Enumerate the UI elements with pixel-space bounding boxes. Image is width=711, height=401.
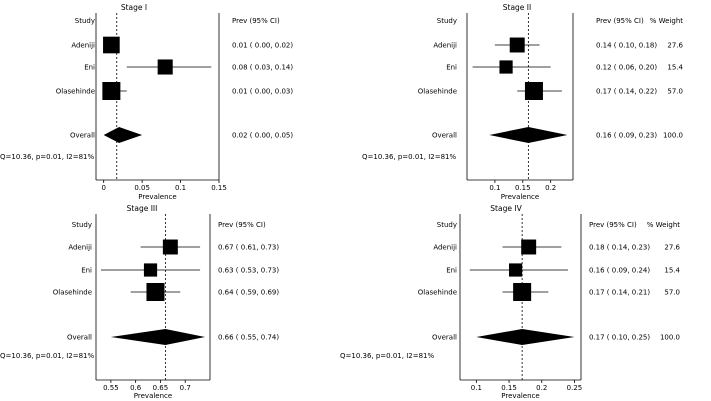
estimate-box	[162, 239, 178, 255]
ci-text: 0.17 ( 0.14, 0.21)	[589, 289, 650, 297]
study-name: Olasehinde	[418, 88, 457, 96]
x-tick-label: 0.15	[501, 384, 517, 392]
overall-ci-text: 0.66 ( 0.55, 0.74)	[218, 334, 279, 342]
weight-text: 15.4	[667, 64, 683, 72]
x-tick-label: 0.2	[545, 184, 556, 192]
study-name: Adeniji	[71, 42, 95, 50]
estimate-box	[146, 283, 165, 301]
weight-column-header: % Weight	[650, 17, 684, 25]
weight-text: 57.0	[667, 88, 683, 96]
weight-text: 57.0	[664, 289, 680, 297]
heterogeneity-stats: Q=10.36, p=0.01, I2=81%	[0, 153, 95, 161]
heterogeneity-stats: Q=10.36, p=0.01, I2=81%	[0, 352, 95, 360]
study-column-header: Study	[437, 221, 457, 229]
weight-text: 15.4	[664, 267, 680, 275]
overall-diamond	[489, 127, 568, 143]
study-name: Eni	[446, 64, 457, 72]
estimate-box	[499, 60, 513, 74]
study-name: Adeniji	[68, 244, 92, 252]
weight-text: 27.6	[667, 42, 683, 50]
x-tick-label: 0.1	[471, 384, 482, 392]
overall-ci-text: 0.02 ( 0.00, 0.05)	[232, 132, 293, 140]
study-name: Adeniji	[433, 42, 457, 50]
x-tick-label: 0.15	[211, 184, 227, 192]
ci-text: 0.17 ( 0.14, 0.22)	[596, 88, 657, 96]
x-tick-label: 0.65	[153, 384, 169, 392]
overall-label: Overall	[67, 334, 92, 342]
ci-text: 0.64 ( 0.59, 0.69)	[218, 289, 279, 297]
study-column-header: Study	[75, 17, 95, 25]
estimate-box	[509, 37, 525, 53]
estimate-box	[157, 59, 173, 75]
ci-text: 0.63 ( 0.53, 0.73)	[218, 267, 279, 275]
overall-weight-text: 100.0	[663, 132, 683, 140]
panel-title: Stage IV	[490, 204, 522, 213]
panel-title: Stage I	[121, 3, 147, 12]
ci-text: 0.12 ( 0.06, 0.20)	[596, 64, 657, 72]
ci-text: 0.67 ( 0.61, 0.73)	[218, 244, 279, 252]
panel-title: Stage III	[127, 204, 158, 213]
study-name: Olasehinde	[418, 289, 457, 297]
prev-column-header: Prev (95% CI)	[218, 221, 266, 229]
x-axis-label: Prevalence	[138, 193, 176, 201]
weight-column-header: % Weight	[647, 221, 681, 229]
ci-text: 0.01 ( 0.00, 0.03)	[232, 88, 293, 96]
overall-ci-text: 0.16 ( 0.09, 0.23)	[596, 132, 657, 140]
estimate-box	[103, 36, 120, 54]
x-axis-label: Prevalence	[501, 193, 539, 201]
prev-column-header: Prev (95% CI)	[589, 221, 637, 229]
overall-label: Overall	[432, 334, 457, 342]
x-tick-label: 0.6	[130, 384, 142, 392]
study-name: Olasehinde	[56, 88, 95, 96]
prev-column-header: Prev (95% CI)	[596, 17, 644, 25]
heterogeneity-stats: Q=10.36, p=0.01, I2=81%	[362, 153, 457, 161]
ci-text: 0.14 ( 0.10, 0.18)	[596, 42, 657, 50]
ci-text: 0.18 ( 0.14, 0.23)	[589, 244, 650, 252]
x-tick-label: 0.05	[134, 184, 150, 192]
study-name: Adeniji	[433, 244, 457, 252]
x-tick-label: 0.1	[489, 184, 500, 192]
x-axis-label: Prevalence	[501, 392, 539, 400]
x-tick-label: 0.2	[536, 384, 547, 392]
overall-label: Overall	[70, 132, 95, 140]
estimate-box	[508, 263, 523, 277]
study-column-header: Study	[437, 17, 457, 25]
study-name: Eni	[446, 267, 457, 275]
study-name: Eni	[84, 64, 95, 72]
panel-title: Stage II	[503, 3, 531, 12]
estimate-box	[521, 239, 537, 255]
x-tick-label: 0.1	[175, 184, 186, 192]
heterogeneity-stats: Q=10.36, p=0.01, I2=81%	[340, 352, 435, 360]
x-tick-label: 0.15	[515, 184, 531, 192]
overall-ci-text: 0.17 ( 0.10, 0.25)	[589, 334, 650, 342]
x-tick-label: 0.55	[103, 384, 119, 392]
estimate-box	[524, 82, 543, 100]
x-axis-label: Prevalence	[134, 392, 172, 400]
x-tick-label: 0.7	[180, 384, 191, 392]
ci-text: 0.16 ( 0.09, 0.24)	[589, 267, 650, 275]
study-name: Olasehinde	[53, 289, 92, 297]
estimate-box	[513, 283, 532, 301]
overall-weight-text: 100.0	[660, 334, 680, 342]
ci-text: 0.01 ( 0.00, 0.02)	[232, 42, 293, 50]
study-column-header: Study	[72, 221, 92, 229]
ci-text: 0.08 ( 0.03, 0.14)	[232, 64, 293, 72]
overall-diamond	[110, 329, 206, 345]
prev-column-header: Prev (95% CI)	[232, 17, 280, 25]
overall-label: Overall	[432, 132, 457, 140]
overall-diamond	[103, 127, 143, 143]
overall-diamond	[476, 329, 575, 345]
study-name: Eni	[81, 267, 92, 275]
weight-text: 27.6	[664, 244, 680, 252]
x-tick-label: 0.25	[567, 384, 583, 392]
x-tick-label: 0	[101, 184, 105, 192]
estimate-box	[102, 82, 121, 100]
estimate-box	[143, 263, 158, 277]
